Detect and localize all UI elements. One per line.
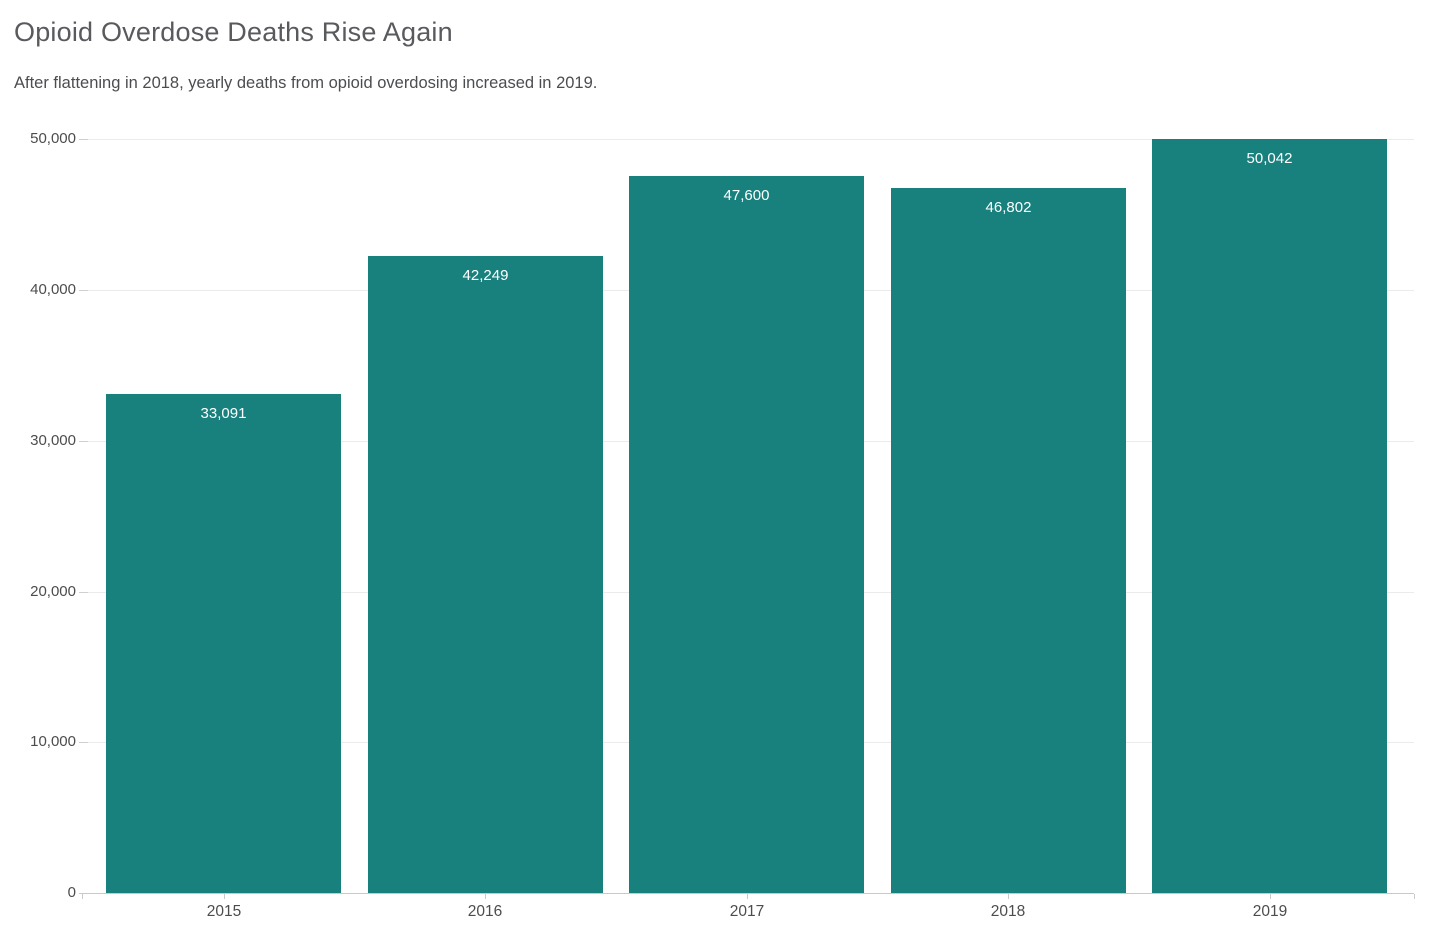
y-axis-tick-label: 10,000: [30, 733, 76, 750]
bar-value-label: 42,249: [462, 267, 509, 284]
x-axis-tick: [1008, 894, 1009, 899]
chart-subtitle: After flattening in 2018, yearly deaths …: [14, 74, 598, 92]
x-axis-tick: [1414, 894, 1415, 899]
bar-value-label: 47,600: [723, 187, 770, 204]
x-axis-tick-label: 2019: [1252, 903, 1288, 920]
bar-2018: [891, 188, 1126, 893]
bar-value-label: 50,042: [1246, 150, 1293, 167]
y-axis-tick-label: 40,000: [30, 281, 76, 298]
x-axis-tick: [747, 894, 748, 899]
x-axis-tick-label: 2016: [467, 903, 503, 920]
x-axis-tick-label: 2017: [729, 903, 765, 920]
chart-title: Opioid Overdose Deaths Rise Again: [14, 17, 453, 47]
y-axis-tick: [79, 441, 88, 442]
x-axis-line: [79, 893, 1414, 894]
x-axis-tick: [224, 894, 225, 899]
x-axis-tick: [1270, 894, 1271, 899]
y-axis-tick: [79, 742, 88, 743]
x-axis-tick-label: 2018: [990, 903, 1026, 920]
bar-value-label: 46,802: [985, 199, 1032, 216]
x-axis-tick-label: 2015: [206, 903, 242, 920]
bar-2019: [1152, 139, 1387, 893]
y-axis-tick: [79, 139, 88, 140]
bar-2017: [629, 176, 864, 893]
y-axis-tick: [79, 592, 88, 593]
y-axis-tick-label: 50,000: [30, 130, 76, 147]
y-axis-tick: [79, 290, 88, 291]
y-axis-tick-label: 0: [67, 884, 76, 901]
gridline: [88, 139, 1414, 140]
y-axis-tick-label: 20,000: [30, 583, 76, 600]
y-axis-tick-label: 30,000: [30, 432, 76, 449]
bar-2016: [368, 256, 603, 893]
x-axis-tick: [485, 894, 486, 899]
x-axis-tick: [82, 894, 83, 899]
bar-value-label: 33,091: [200, 405, 247, 422]
bar-2015: [106, 394, 341, 893]
